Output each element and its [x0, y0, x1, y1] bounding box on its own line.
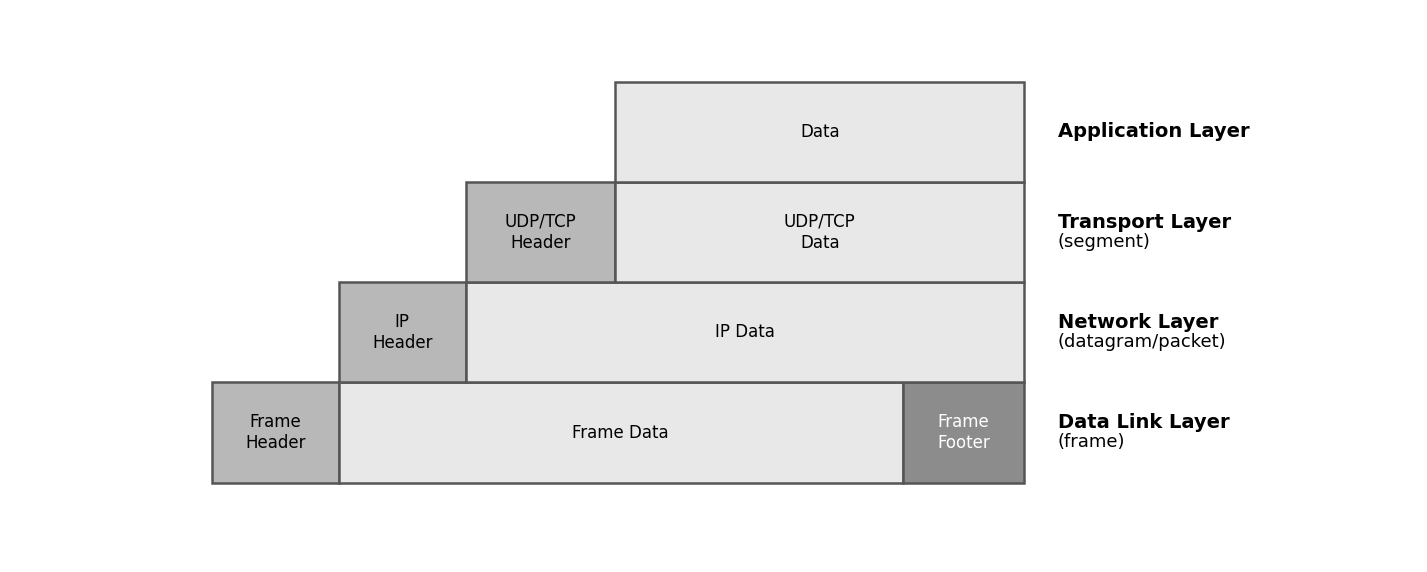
Text: (datagram/packet): (datagram/packet) — [1057, 333, 1226, 351]
FancyBboxPatch shape — [465, 182, 615, 282]
Text: UDP/TCP
Data: UDP/TCP Data — [783, 213, 856, 252]
Text: IP Data: IP Data — [715, 323, 775, 341]
Text: UDP/TCP
Header: UDP/TCP Header — [505, 213, 577, 252]
Text: Frame
Footer: Frame Footer — [938, 413, 990, 452]
FancyBboxPatch shape — [338, 383, 903, 483]
FancyBboxPatch shape — [338, 282, 465, 383]
FancyBboxPatch shape — [903, 383, 1025, 483]
Text: Application Layer: Application Layer — [1057, 122, 1249, 141]
Text: Data: Data — [801, 123, 839, 141]
Text: Data Link Layer: Data Link Layer — [1057, 414, 1229, 432]
Text: (frame): (frame) — [1057, 433, 1124, 451]
Text: Frame
Header: Frame Header — [245, 413, 305, 452]
FancyBboxPatch shape — [211, 383, 338, 483]
Text: Frame Data: Frame Data — [572, 423, 669, 442]
FancyBboxPatch shape — [615, 182, 1025, 282]
Text: Transport Layer: Transport Layer — [1057, 213, 1230, 232]
Text: IP
Header: IP Header — [372, 313, 432, 352]
FancyBboxPatch shape — [465, 282, 1025, 383]
Text: (segment): (segment) — [1057, 233, 1150, 251]
Text: Network Layer: Network Layer — [1057, 313, 1219, 332]
FancyBboxPatch shape — [615, 82, 1025, 182]
